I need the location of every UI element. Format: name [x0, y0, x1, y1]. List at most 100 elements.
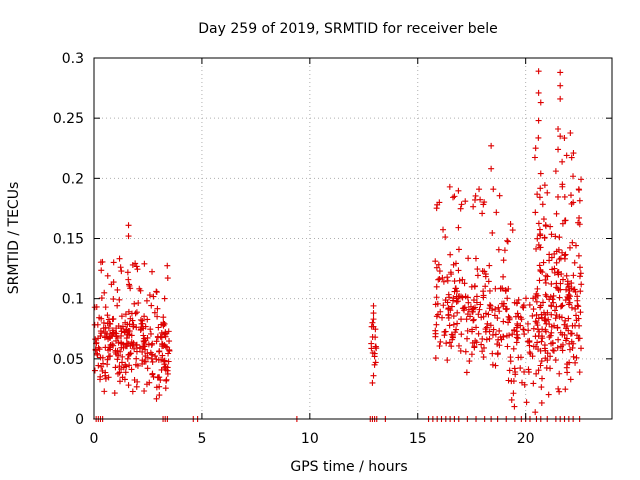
- data-point: [570, 173, 577, 180]
- data-point: [154, 334, 161, 341]
- data-point: [454, 298, 461, 305]
- data-point: [486, 305, 493, 312]
- data-point: [536, 328, 543, 335]
- data-point: [548, 329, 555, 336]
- data-point: [494, 315, 501, 322]
- data-point: [99, 367, 106, 374]
- data-point: [485, 278, 492, 285]
- x-tick-label: 10: [301, 431, 319, 447]
- data-point: [446, 294, 453, 301]
- data-point: [548, 231, 555, 238]
- data-point: [457, 205, 464, 212]
- data-point: [137, 316, 144, 323]
- data-point: [106, 320, 113, 327]
- data-point: [466, 358, 473, 365]
- data-point: [372, 334, 379, 341]
- data-point: [470, 203, 477, 210]
- data-point: [564, 281, 571, 288]
- data-point: [578, 281, 585, 288]
- data-point: [435, 276, 442, 283]
- data-point: [500, 273, 507, 280]
- data-point: [450, 295, 457, 302]
- data-point: [455, 187, 462, 194]
- data-point: [509, 331, 516, 338]
- data-point: [504, 237, 511, 244]
- data-point: [469, 339, 476, 346]
- data-point: [149, 370, 156, 377]
- data-point: [504, 238, 511, 245]
- data-point: [486, 335, 493, 342]
- data-point: [432, 258, 439, 265]
- data-point: [562, 386, 569, 393]
- data-point: [479, 348, 486, 355]
- data-point: [572, 305, 579, 312]
- data-point: [530, 306, 537, 313]
- data-point: [542, 355, 549, 362]
- data-point: [559, 183, 566, 190]
- data-point: [450, 313, 457, 320]
- data-point: [475, 330, 482, 337]
- data-point: [560, 276, 567, 283]
- data-point: [538, 358, 545, 365]
- data-point: [100, 360, 107, 367]
- data-point: [510, 345, 517, 352]
- data-point: [555, 146, 562, 153]
- data-point: [469, 326, 476, 333]
- data-point: [125, 382, 132, 389]
- data-point: [555, 287, 562, 294]
- data-point: [114, 302, 121, 309]
- y-tick-label: 0.1: [62, 292, 84, 308]
- data-point: [114, 286, 121, 293]
- data-point: [547, 332, 554, 339]
- data-point: [578, 176, 585, 183]
- data-point: [536, 262, 543, 269]
- data-point: [524, 320, 531, 327]
- data-point: [511, 403, 518, 410]
- data-point: [478, 341, 485, 348]
- data-point: [552, 233, 559, 240]
- data-point: [105, 316, 112, 323]
- data-point: [459, 276, 466, 283]
- data-point: [533, 370, 540, 377]
- data-point: [492, 362, 499, 369]
- data-point: [511, 326, 518, 333]
- data-point: [154, 313, 161, 320]
- data-point: [443, 340, 450, 347]
- data-point: [572, 359, 579, 366]
- data-point: [536, 194, 543, 201]
- data-point: [526, 301, 533, 308]
- data-point: [461, 304, 468, 311]
- data-point: [370, 310, 377, 317]
- data-point: [555, 271, 562, 278]
- data-point: [434, 201, 441, 208]
- data-point: [117, 264, 124, 271]
- data-point: [541, 182, 548, 189]
- data-point: [148, 302, 155, 309]
- data-point: [123, 335, 130, 342]
- data-point: [460, 307, 467, 314]
- data-point: [113, 350, 120, 357]
- data-point: [546, 251, 553, 258]
- data-point: [473, 339, 480, 346]
- data-point: [134, 266, 141, 273]
- data-point: [548, 311, 555, 318]
- data-point: [134, 378, 141, 385]
- data-point: [153, 384, 160, 391]
- data-point: [504, 295, 511, 302]
- data-point: [462, 198, 469, 205]
- data-point: [562, 317, 569, 324]
- data-point: [147, 330, 154, 337]
- data-point: [572, 288, 579, 295]
- data-point: [450, 261, 457, 268]
- data-point: [156, 392, 163, 399]
- data-point: [556, 234, 563, 241]
- data-point: [153, 338, 160, 345]
- data-point: [103, 333, 110, 340]
- data-point: [450, 194, 457, 201]
- data-point: [496, 342, 503, 349]
- data-point: [458, 316, 465, 323]
- data-point: [159, 341, 166, 348]
- data-point: [567, 293, 574, 300]
- y-tick-label: 0.2: [62, 171, 84, 187]
- data-point: [490, 326, 497, 333]
